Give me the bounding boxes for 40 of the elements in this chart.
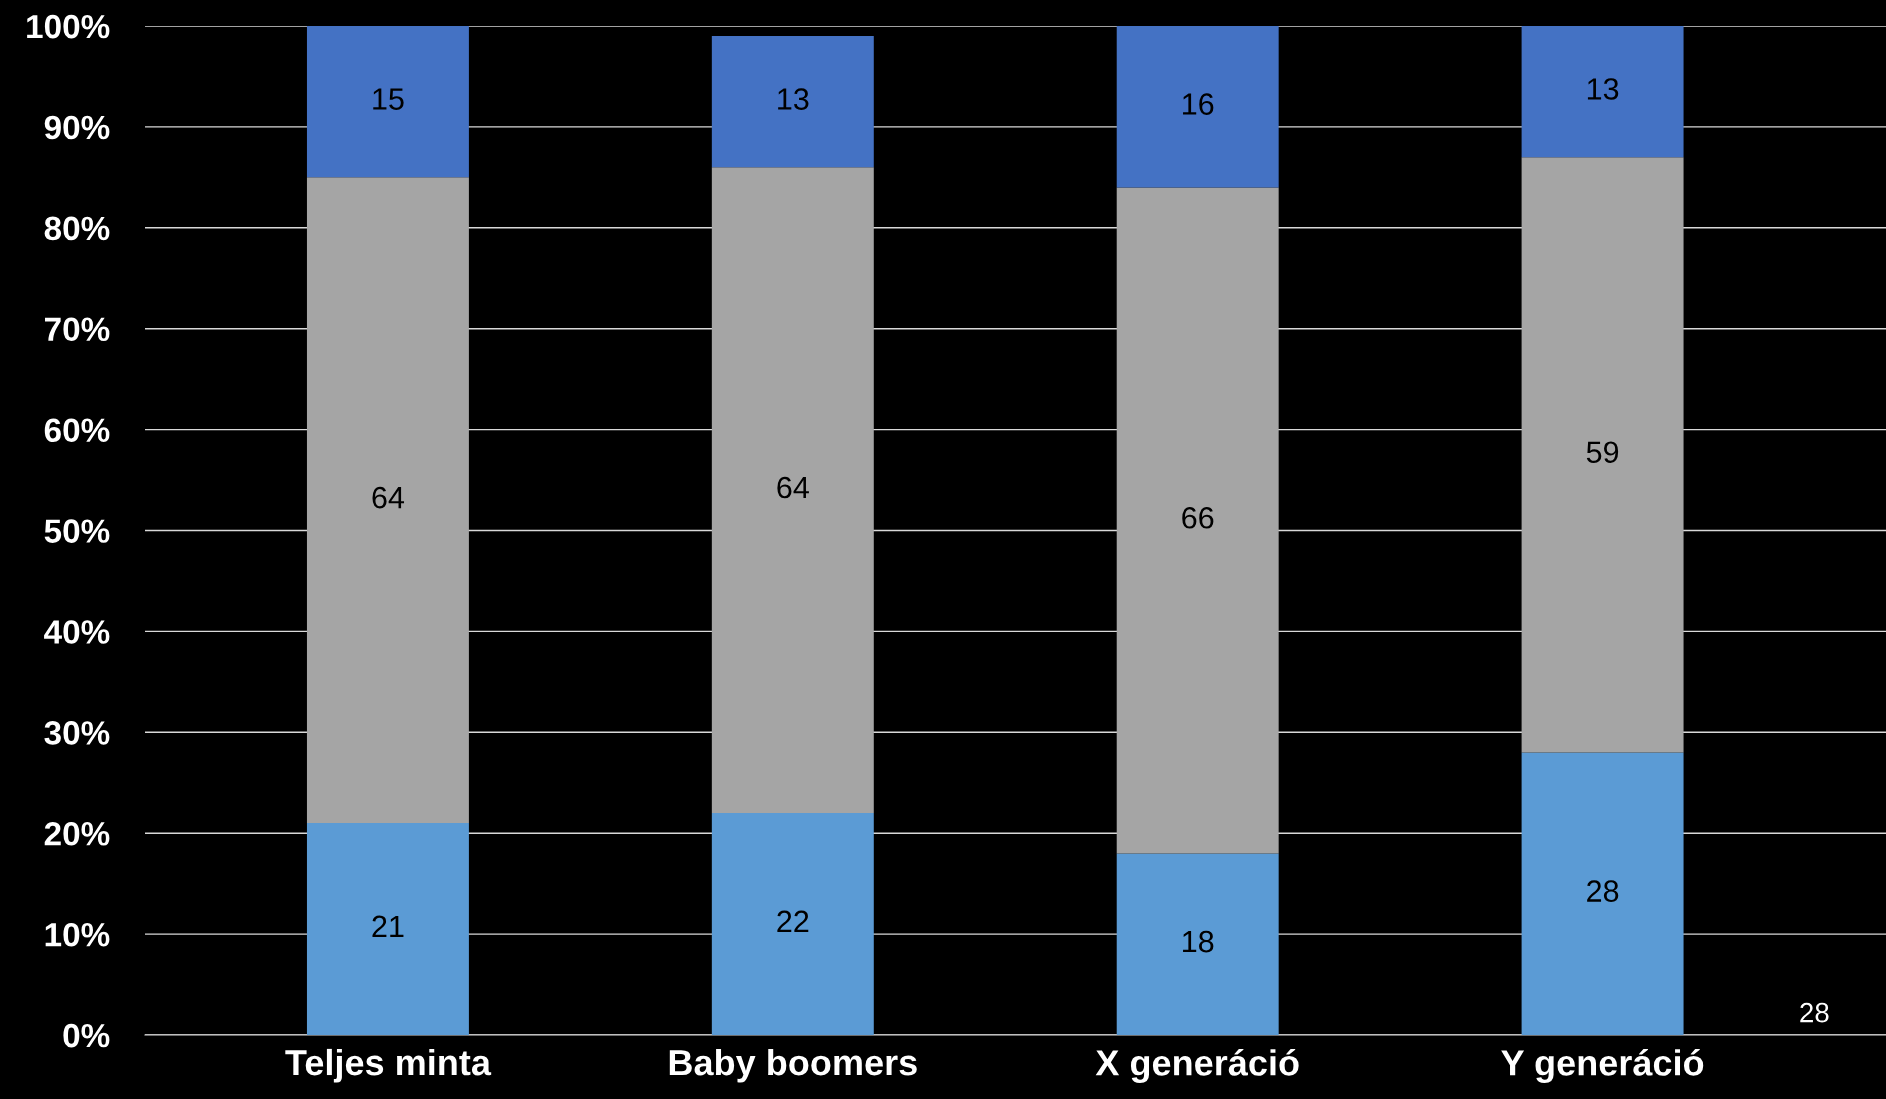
bar (1521, 157, 1684, 753)
data-label: 13 (778, 88, 809, 110)
bar (1116, 26, 1279, 188)
bar (711, 167, 874, 814)
bar (711, 813, 874, 1035)
x-tick-label: Teljes minta (285, 1048, 492, 1083)
bar (711, 36, 874, 168)
data-label: 18 (1183, 930, 1214, 953)
data-label: 13 (1587, 78, 1619, 100)
bar (1116, 853, 1279, 1035)
y-tick-label: 60% (44, 418, 110, 443)
data-label: 64 (372, 486, 405, 509)
bar (1116, 187, 1279, 854)
data-label: 21 (372, 915, 404, 937)
bar (306, 26, 469, 178)
data-label: 15 (373, 88, 404, 110)
x-tick-label: X generáció (1095, 1048, 1299, 1084)
y-tick-label: 0% (63, 1023, 110, 1048)
bar (1521, 752, 1684, 1035)
bar (1521, 26, 1684, 158)
y-tick-label: 90% (44, 115, 110, 140)
bar (306, 823, 469, 1035)
bar (306, 177, 469, 824)
y-tick-label: 30% (44, 721, 110, 745)
y-tick-label: 50% (44, 519, 110, 543)
data-label: 28 (1587, 880, 1619, 902)
x-tick-label: Y generáció (1501, 1048, 1704, 1084)
x-tick-label: Baby boomers (669, 1048, 917, 1083)
y-tick-label: 40% (44, 620, 110, 644)
data-label: 66 (1182, 506, 1214, 529)
y-tick-label: 80% (44, 216, 110, 241)
y-tick-label: 70% (45, 317, 110, 342)
y-tick-label: 20% (44, 822, 110, 846)
data-label: 16 (1183, 93, 1214, 115)
y-tick-label: 10% (45, 922, 110, 947)
data-label: 64 (777, 476, 809, 499)
y-tick-label: 100% (27, 14, 110, 39)
data-label: 59 (1586, 441, 1619, 464)
annotation: 28 (1800, 1002, 1829, 1023)
data-label: 22 (777, 910, 809, 932)
